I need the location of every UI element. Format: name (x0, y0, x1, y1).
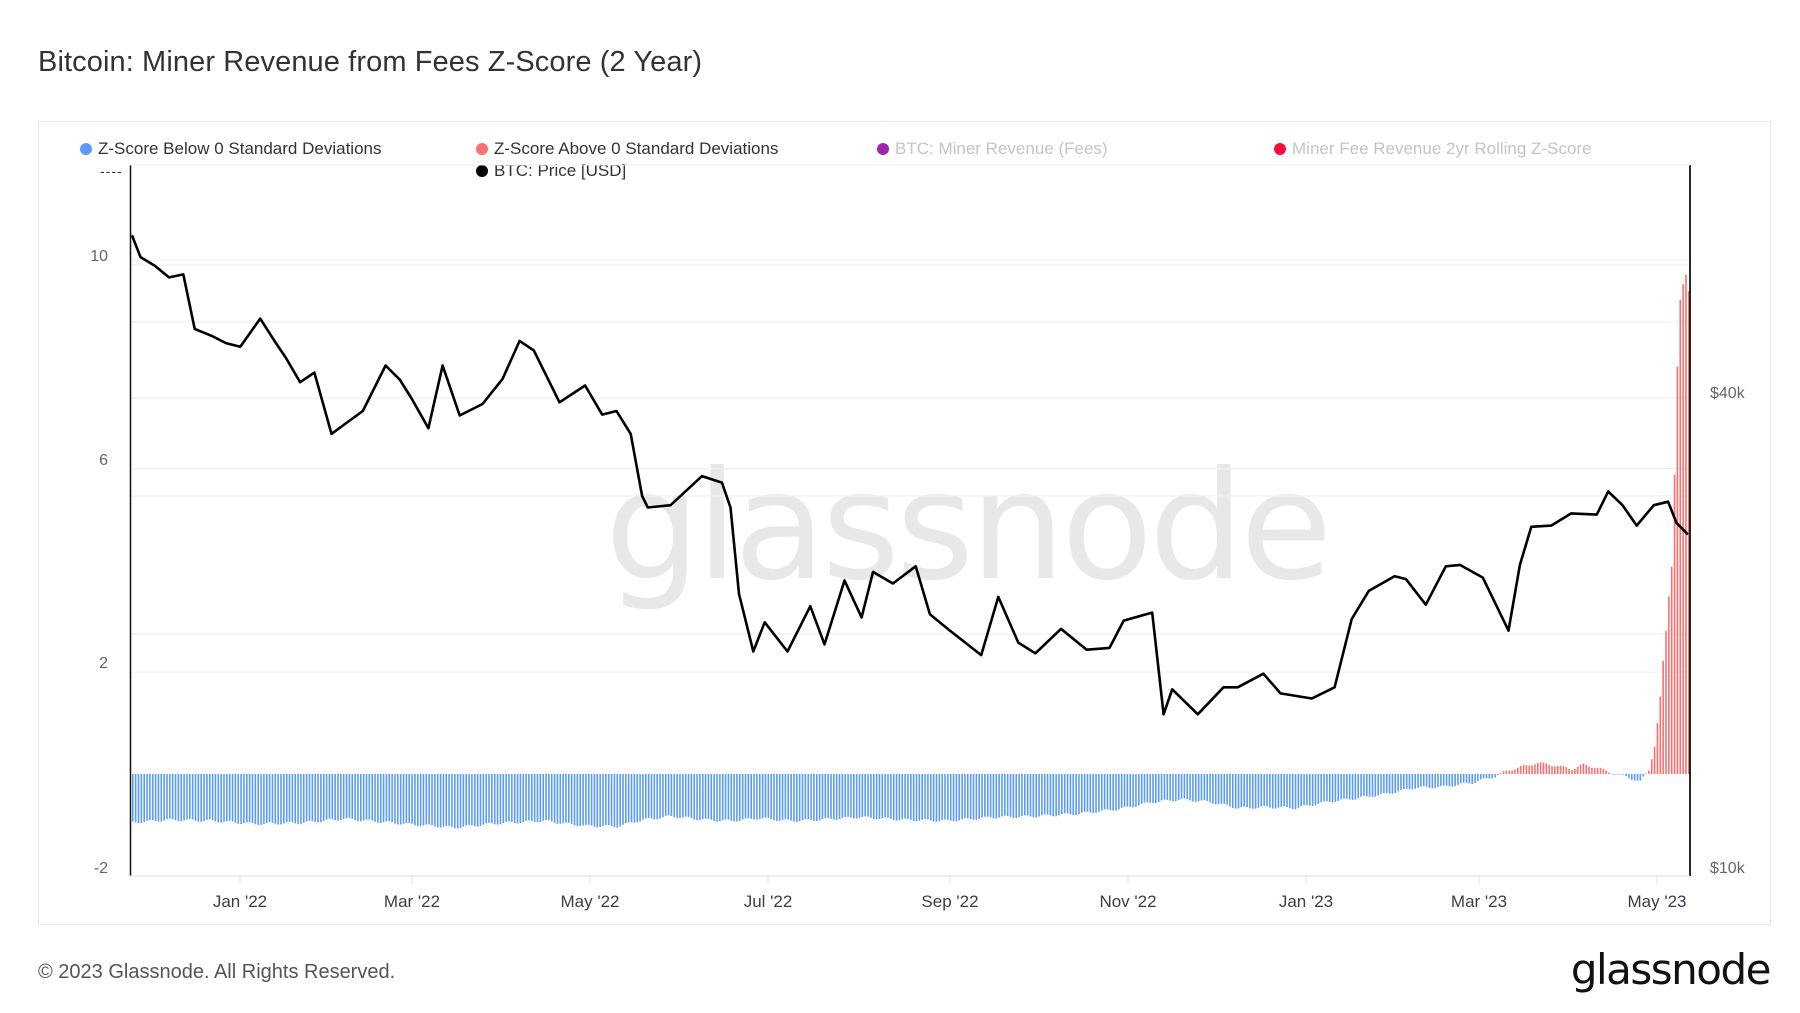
legend-dot-black-icon (476, 165, 488, 177)
legend-item-rolling-zscore[interactable]: Miner Fee Revenue 2yr Rolling Z-Score (1274, 139, 1592, 159)
legend-label: Miner Fee Revenue 2yr Rolling Z-Score (1292, 139, 1592, 158)
legend-dot-red-icon (476, 143, 488, 155)
legend-label: Z-Score Below 0 Standard Deviations (98, 139, 382, 158)
legend-dot-crimson-icon (1274, 143, 1286, 155)
legend-item-below-zero[interactable]: Z-Score Below 0 Standard Deviations (80, 139, 381, 159)
y-tick-2: 2 (99, 655, 108, 672)
legend-label: Z-Score Above 0 Standard Deviations (494, 139, 779, 158)
y-right-tick-40k: $40k (1710, 385, 1745, 402)
copyright-text: © 2023 Glassnode. All Rights Reserved. (38, 961, 396, 983)
legend-dash-marker: ---- (100, 163, 123, 179)
y-tick-neg2: -2 (93, 860, 108, 877)
glassnode-logo[interactable]: glassnode (1570, 945, 1772, 994)
x-tick-may-23: May '23 (1627, 892, 1687, 911)
x-tick-jan-22: Jan '22 (212, 892, 268, 911)
chart-title: Bitcoin: Miner Revenue from Fees Z-Score… (38, 46, 703, 78)
x-tick-mar-22: Mar '22 (383, 892, 441, 911)
legend-label: BTC: Price [USD] (494, 161, 627, 180)
legend-dot-purple-icon (877, 143, 889, 155)
legend-label: BTC: Miner Revenue (Fees) (895, 139, 1108, 158)
legend-item-miner-revenue-fees[interactable]: BTC: Miner Revenue (Fees) (877, 139, 1108, 159)
zscore-bars (132, 274, 1690, 829)
x-tick-sep-22: Sep '22 (921, 892, 979, 911)
x-tick-may-22: May '22 (560, 892, 620, 911)
x-tick-marks (239, 876, 1658, 884)
legend-item-above-zero[interactable]: Z-Score Above 0 Standard Deviations (476, 139, 778, 159)
btc-price-line (130, 234, 1689, 716)
x-tick-mar-23: Mar '23 (1450, 892, 1508, 911)
x-tick-nov-22: Nov '22 (1099, 892, 1157, 911)
legend-dot-blue-icon (80, 143, 92, 155)
x-tick-jul-22: Jul '22 (743, 892, 793, 911)
y-tick-6: 6 (99, 452, 108, 469)
legend-item-btc-price[interactable]: BTC: Price [USD] (476, 161, 626, 181)
y-right-tick-10k: $10k (1710, 860, 1745, 877)
x-tick-jan-23: Jan '23 (1278, 892, 1334, 911)
chart-frame (38, 121, 1771, 925)
y-tick-10: 10 (90, 248, 108, 265)
